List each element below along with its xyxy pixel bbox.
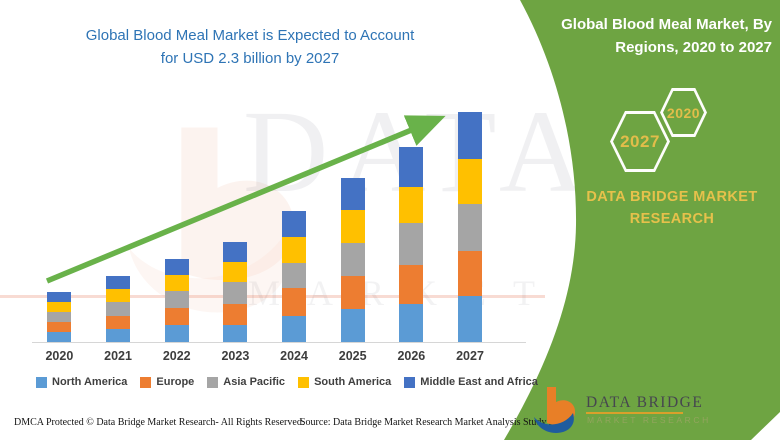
bar-segment-2020 xyxy=(47,312,72,322)
bar-segment-2025 xyxy=(340,276,365,309)
x-axis-label-2023: 2023 xyxy=(221,349,250,363)
hexagon-2020-label: 2020 xyxy=(666,104,701,121)
legend-item: Europe xyxy=(140,376,194,388)
bar-segment-2027 xyxy=(458,296,483,342)
bar-segment-2025 xyxy=(340,178,365,210)
bar-segment-2027 xyxy=(458,159,483,204)
bar-segment-2027 xyxy=(458,112,483,159)
bar-segment-2022 xyxy=(164,291,189,308)
bar-segment-2025 xyxy=(340,309,365,342)
bar-segment-2024 xyxy=(282,263,307,288)
bar-segment-2023 xyxy=(223,325,248,342)
bar-segment-2022 xyxy=(164,308,189,325)
bar-segment-2026 xyxy=(399,223,424,265)
x-axis-label-2025: 2025 xyxy=(338,349,367,363)
footer-copyright: DMCA Protected © Data Bridge Market Rese… xyxy=(14,417,305,428)
bar-segment-2023 xyxy=(223,262,248,282)
x-axis-line xyxy=(32,342,526,343)
legend-label: Europe xyxy=(156,376,195,388)
bar-segment-2026 xyxy=(399,304,424,342)
bar-2025 xyxy=(340,178,365,342)
x-axis-label-2020: 2020 xyxy=(45,349,74,363)
bar-segment-2024 xyxy=(282,237,307,263)
bar-2023 xyxy=(223,242,248,342)
bar-segment-2021 xyxy=(106,329,131,342)
legend-swatch-icon xyxy=(298,376,310,388)
legend-label: Asia Pacific xyxy=(223,376,286,388)
bar-2021 xyxy=(106,276,131,342)
bar-segment-2021 xyxy=(106,289,131,302)
hexagon-2027: 2027 xyxy=(610,111,670,172)
panel-title: Global Blood Meal Market, By Regions, 20… xyxy=(556,13,772,59)
chart-title-line1: Global Blood Meal Market is Expected to … xyxy=(85,27,415,44)
legend-label: North America xyxy=(52,376,128,388)
bar-segment-2026 xyxy=(399,265,424,304)
bar-segment-2024 xyxy=(282,288,307,316)
bar-segment-2020 xyxy=(47,302,72,312)
chart-title-line2: for USD 2.3 billion by 2027 xyxy=(160,50,340,67)
x-axis-label-2027: 2027 xyxy=(456,349,484,363)
bar-segment-2021 xyxy=(106,302,131,316)
brand-text-line1: DATA BRIDGE MARKET xyxy=(586,189,758,205)
x-axis-label-2021: 2021 xyxy=(104,349,132,363)
bar-segment-2022 xyxy=(164,325,189,342)
logo-wordmark: DATA BRIDGE xyxy=(586,394,704,411)
bar-segment-2020 xyxy=(47,332,72,342)
brand-text-line2: RESEARCH xyxy=(629,211,715,227)
bar-segment-2023 xyxy=(223,282,248,304)
bar-segment-2022 xyxy=(164,259,189,275)
bar-segment-2020 xyxy=(47,292,72,302)
watermark-streak xyxy=(0,295,545,298)
legend-label: South America xyxy=(314,376,392,388)
legend-item: Middle East and Africa xyxy=(404,376,538,388)
x-axis-label-2026: 2026 xyxy=(397,349,426,363)
legend-item: Asia Pacific xyxy=(207,376,285,388)
logo-subtitle: MARKET RESEARCH xyxy=(587,415,711,425)
bar-2022 xyxy=(164,259,189,342)
logo-underline xyxy=(586,412,683,414)
data-bridge-logo: DATA BRIDGE MARKET RESEARCH xyxy=(533,384,763,436)
chart-legend: North America Europe Asia Pacific South Ame… xyxy=(36,376,538,388)
bar-2026 xyxy=(399,147,424,342)
bar-segment-2023 xyxy=(223,304,248,325)
bar-segment-2026 xyxy=(399,187,424,223)
panel-title-line1: Global Blood Meal Market, By xyxy=(561,16,772,33)
x-axis-label-2022: 2022 xyxy=(162,349,191,363)
bar-segment-2022 xyxy=(164,275,189,291)
footer-source: Source: Data Bridge Market Research Mark… xyxy=(300,417,569,428)
bar-segment-2027 xyxy=(458,251,483,296)
panel-title-line2: Regions, 2020 to 2027 xyxy=(615,39,772,56)
hexagon-2020: 2020 xyxy=(660,88,707,137)
brand-text: DATA BRIDGE MARKET RESEARCH xyxy=(572,186,772,230)
bar-segment-2026 xyxy=(399,147,424,187)
hexagon-2027-label: 2027 xyxy=(620,131,660,151)
x-axis-label-2024: 2024 xyxy=(280,349,308,363)
data-bridge-logo-icon xyxy=(534,387,576,433)
legend-swatch-icon xyxy=(36,376,47,388)
bar-2020 xyxy=(47,292,72,342)
chart-title: Global Blood Meal Market is Expected to … xyxy=(58,24,442,70)
bar-segment-2024 xyxy=(282,211,307,237)
bar-segment-2020 xyxy=(47,322,72,332)
bar-segment-2023 xyxy=(223,242,248,262)
legend-label: Middle East and Africa xyxy=(420,376,538,388)
legend-swatch-icon xyxy=(404,376,416,388)
legend-item: South America xyxy=(298,376,391,388)
bar-segment-2021 xyxy=(106,316,131,329)
bar-2024 xyxy=(282,211,307,342)
legend-swatch-icon xyxy=(140,376,152,388)
legend-swatch-icon xyxy=(207,376,219,388)
bar-segment-2024 xyxy=(282,316,307,342)
legend-item: North America xyxy=(36,376,127,388)
bar-segment-2027 xyxy=(458,204,483,251)
bar-segment-2021 xyxy=(106,276,131,289)
bar-2027 xyxy=(458,112,483,342)
bar-segment-2025 xyxy=(340,210,365,243)
bar-segment-2025 xyxy=(340,243,365,276)
